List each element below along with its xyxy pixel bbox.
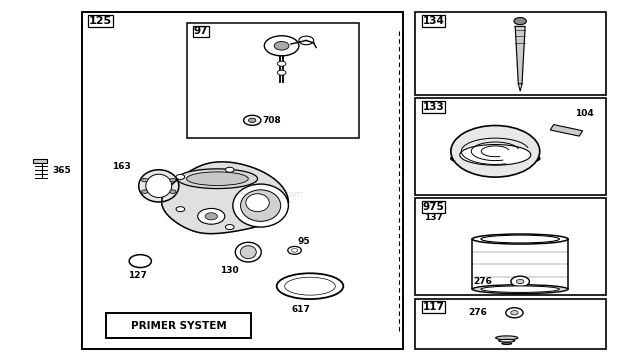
Circle shape [176,206,185,212]
Circle shape [176,174,185,179]
Bar [33,159,47,162]
Ellipse shape [285,277,335,295]
Text: PRIMER SYSTEM: PRIMER SYSTEM [131,321,227,331]
Ellipse shape [472,234,568,244]
Circle shape [277,70,286,75]
Ellipse shape [241,190,281,221]
Circle shape [291,249,298,252]
Circle shape [141,190,148,193]
Circle shape [451,126,540,177]
Bar [472,239,568,289]
Ellipse shape [246,194,269,212]
Text: 708: 708 [262,116,281,125]
Bar [187,23,360,138]
Bar [106,313,251,338]
Text: 276: 276 [467,308,487,317]
Circle shape [226,167,234,172]
Ellipse shape [498,339,515,342]
Circle shape [170,178,176,182]
Text: 127: 127 [128,271,147,280]
Circle shape [249,118,256,122]
Circle shape [226,225,234,230]
Bar [415,98,606,195]
Circle shape [511,310,518,315]
Bar [82,12,402,349]
Text: 133: 133 [422,102,444,112]
Circle shape [511,276,529,287]
Text: 975: 975 [422,202,444,212]
Circle shape [198,208,225,224]
Text: 104: 104 [575,109,594,118]
Ellipse shape [451,152,540,165]
Circle shape [170,190,176,193]
Circle shape [506,308,523,318]
Ellipse shape [241,246,256,258]
Ellipse shape [177,169,257,188]
Circle shape [516,279,524,284]
Circle shape [205,213,218,220]
Text: 97: 97 [194,26,208,36]
Text: 276: 276 [474,277,492,286]
Circle shape [244,115,261,125]
Polygon shape [515,26,525,84]
Ellipse shape [502,343,512,344]
Bar [550,125,583,136]
Bar [415,199,606,295]
Ellipse shape [277,273,343,299]
Ellipse shape [481,286,559,292]
Text: 617: 617 [291,305,310,314]
Text: 95: 95 [297,237,309,246]
Circle shape [288,247,301,254]
Ellipse shape [495,336,518,340]
Circle shape [514,18,526,25]
Ellipse shape [139,170,179,202]
Circle shape [299,36,314,45]
Text: 117: 117 [422,302,444,312]
Ellipse shape [146,174,172,197]
Circle shape [277,61,286,66]
Circle shape [141,178,148,182]
Circle shape [134,257,146,265]
Circle shape [129,255,151,268]
Text: eReplacementParts.com: eReplacementParts.com [193,190,303,199]
Text: 163: 163 [112,162,131,171]
Text: 134: 134 [422,16,444,26]
Bar [415,12,606,95]
Text: 130: 130 [221,266,239,275]
Polygon shape [162,162,288,234]
Ellipse shape [481,235,559,243]
Circle shape [264,36,299,56]
Ellipse shape [187,172,248,186]
Ellipse shape [472,285,568,293]
Circle shape [274,42,289,50]
Text: 365: 365 [52,166,71,175]
Ellipse shape [460,144,531,165]
Ellipse shape [233,184,288,227]
Text: 137: 137 [424,213,443,222]
Text: 125: 125 [89,16,112,26]
Bar [415,299,606,349]
Ellipse shape [236,242,261,262]
